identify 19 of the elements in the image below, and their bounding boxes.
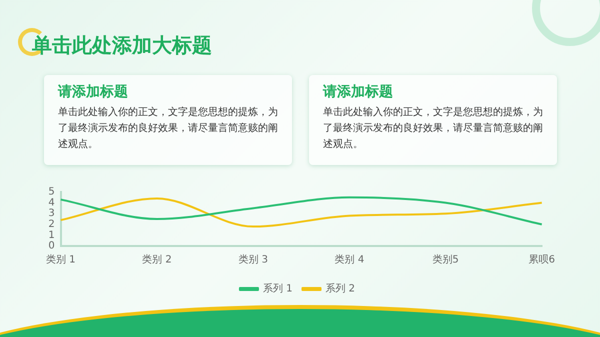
text: 请添加标题 <box>323 83 394 101</box>
text: 单击此处输入你的正文，文字是您思想的提炼，为了最终演示发布的良好效果，请尽量言简意赅的阐述观点。 <box>58 106 278 152</box>
legend-label: 系列 2 <box>326 282 356 295</box>
y-tick-label: 4 <box>48 197 55 208</box>
y-tick-label: 2 <box>48 218 55 230</box>
x-tick-label: 类别 3 <box>238 254 268 266</box>
chart-title: 单击此处添加大标题 <box>32 32 212 59</box>
x-tick-label: 类别5 <box>432 254 459 266</box>
y-tick-label: 5 <box>48 186 55 198</box>
x-tick-label: 累呗6 <box>528 254 556 266</box>
text: 单击此处输入你的正文，文字是您思想的提炼，为了最终演示发布的良好效果，请尽量言简意赅的阐述观点。 <box>323 106 543 152</box>
y-tick-label: 3 <box>48 208 55 220</box>
x-tick-label: 类别 4 <box>334 254 364 266</box>
x-tick-label: 类别 1 <box>46 254 76 266</box>
text: 请添加标题 <box>58 83 129 101</box>
y-tick-label: 0 <box>48 240 55 252</box>
legend-label: 系列 1 <box>262 282 293 295</box>
x-tick-label: 类别 2 <box>142 254 172 266</box>
y-tick-label: 1 <box>48 230 55 241</box>
